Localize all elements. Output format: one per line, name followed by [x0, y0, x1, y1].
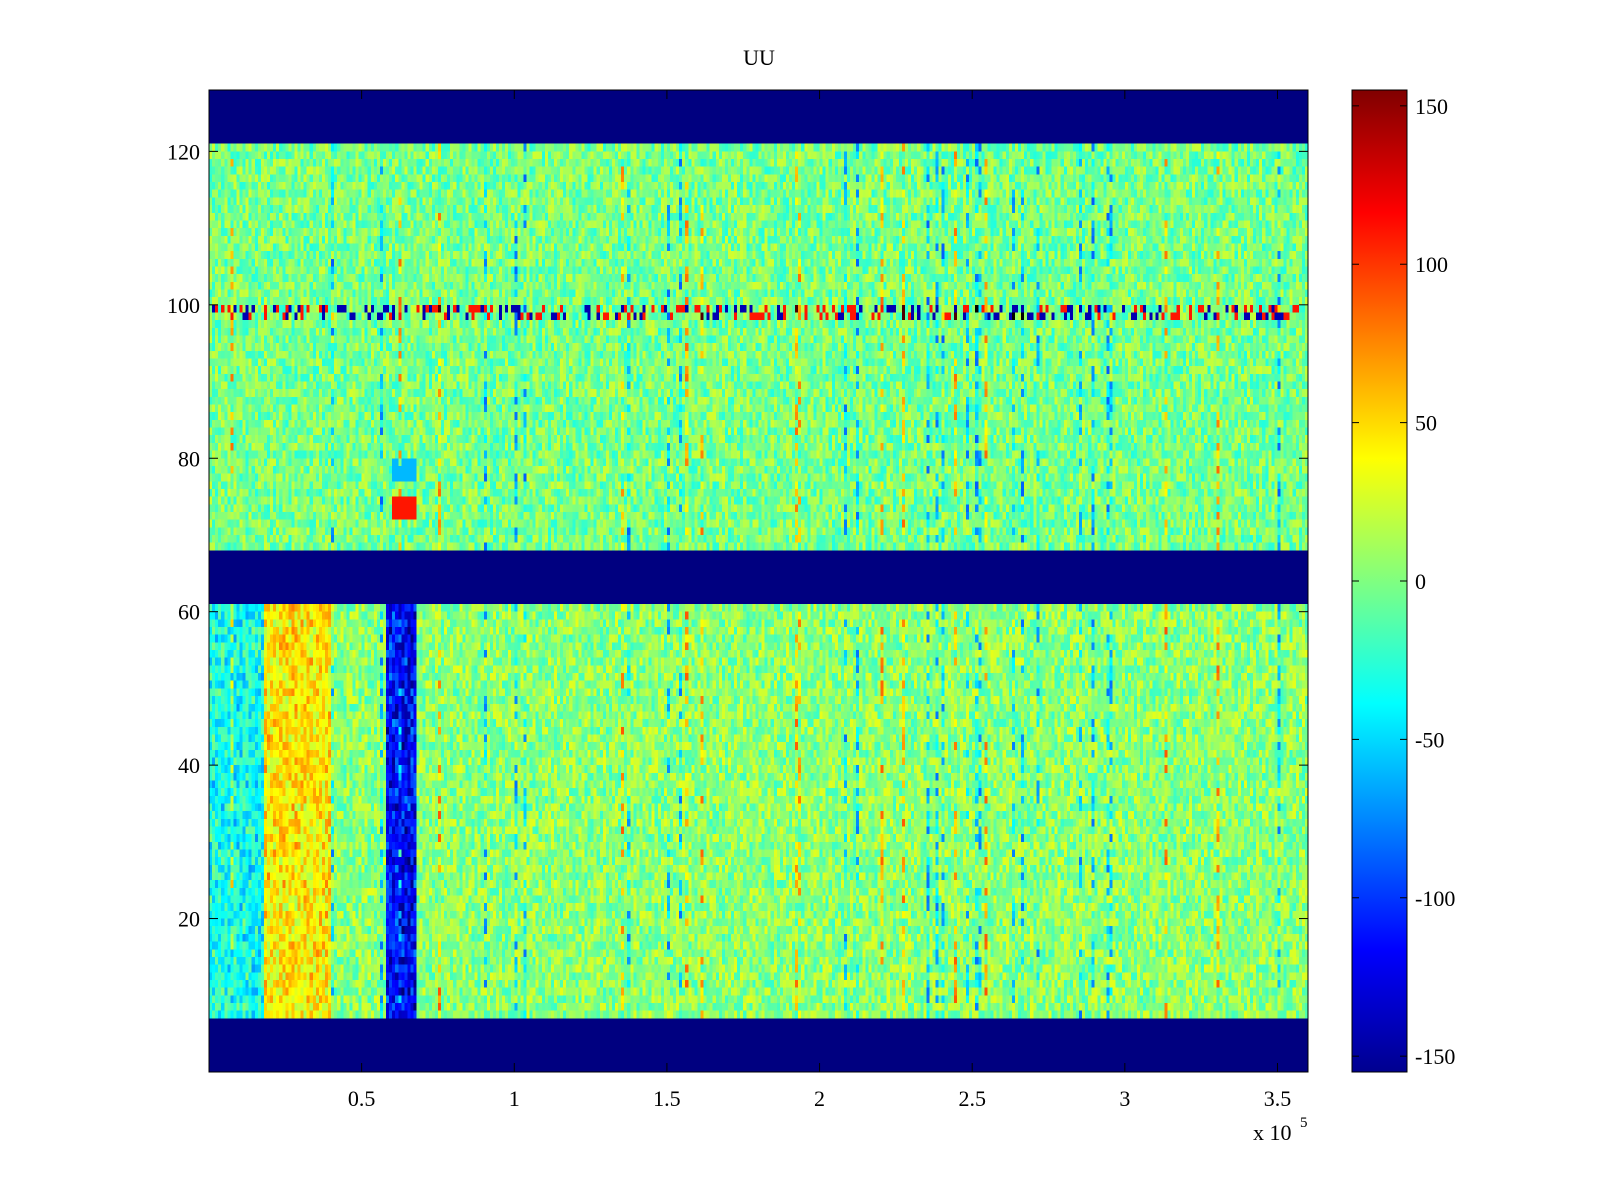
chart-title: UU [743, 45, 775, 70]
colorbar-tick-label: 0 [1415, 569, 1426, 594]
x-axis-multiplier-exponent: 5 [1300, 1115, 1308, 1131]
x-tick-label: 3.5 [1264, 1086, 1292, 1111]
colorbar-tick-label: 50 [1415, 411, 1437, 436]
x-axis-multiplier: x 10 [1253, 1120, 1292, 1145]
x-tick-label: 3 [1119, 1086, 1130, 1111]
x-tick-label: 2 [814, 1086, 825, 1111]
colorbar-tick-label: -150 [1415, 1044, 1455, 1069]
heatmap-plot [208, 89, 1309, 1073]
heatmap-image [209, 90, 1308, 1072]
y-tick-label: 20 [178, 907, 200, 932]
colorbar-gradient [1352, 90, 1407, 1072]
y-tick-label: 120 [167, 139, 200, 164]
y-tick-label: 80 [178, 446, 200, 471]
x-tick-label: 1 [509, 1086, 520, 1111]
colorbar-tick-label: 100 [1415, 252, 1448, 277]
y-tick-label: 60 [178, 600, 200, 625]
x-tick-label: 2.5 [958, 1086, 986, 1111]
colorbar-tick-label: 150 [1415, 94, 1448, 119]
axes-frame [208, 89, 1309, 1073]
colorbar-tick-label: -100 [1415, 886, 1455, 911]
x-tick-label: 0.5 [348, 1086, 376, 1111]
x-tick-label: 1.5 [653, 1086, 681, 1111]
y-tick-label: 40 [178, 753, 200, 778]
colorbar-tick-label: -50 [1415, 727, 1444, 752]
colorbar: 150 100 50 0 -50 -100 -150 [1351, 89, 1455, 1073]
y-tick-label: 100 [167, 293, 200, 318]
x-axis: 0.5 1 1.5 2 2.5 3 3.5 [348, 90, 1291, 1111]
y-axis: 20 40 60 80 100 120 [167, 139, 1308, 932]
